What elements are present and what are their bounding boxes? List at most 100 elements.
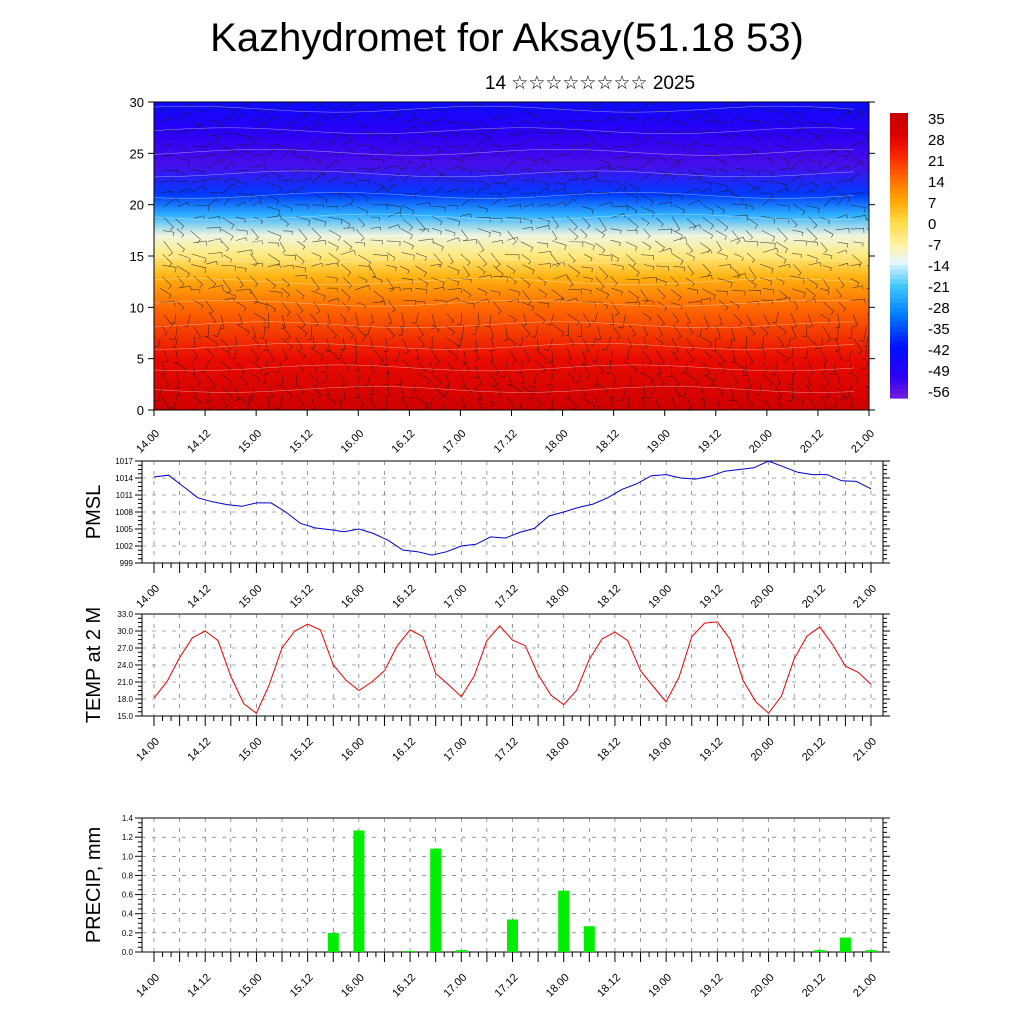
wind-barb [208,198,219,207]
x-tick-label: 15.12 [288,736,316,764]
wind-barb [523,157,538,167]
wind-barb [191,179,206,185]
wind-barb [221,265,236,271]
wind-barb [311,227,322,241]
wind-barb [538,218,550,225]
wind-barb [732,273,747,278]
wind-barb [612,180,627,192]
wind-barb [685,242,694,254]
wind-barb [775,188,790,194]
wind-barb [312,168,326,178]
wind-barb [522,218,533,224]
wind-barb [822,362,827,373]
wind-barb [432,206,446,212]
wind-barb [460,253,471,266]
wind-barb [267,349,275,364]
wind-barb [672,312,679,324]
wind-barb [162,230,175,237]
wind-barb [386,204,402,212]
wind-barb [312,384,322,399]
wind-barb [700,242,711,254]
colorbar-swatch [890,312,908,318]
wind-barb [655,139,670,145]
wind-barb [417,361,427,374]
wind-barb [610,276,618,287]
wind-barb [250,193,262,202]
wind-barb [553,182,566,189]
wind-barb [731,266,741,279]
wind-barb [491,230,501,237]
wind-barb [703,409,704,410]
isoline [154,299,855,307]
wind-barb [490,252,501,268]
wind-barb [355,360,360,372]
colorbar-swatch [890,146,908,152]
isoline [154,127,855,134]
wind-barb [745,120,760,126]
wind-barb [386,112,403,121]
wind-barb [838,301,846,312]
wind-barb [733,167,744,172]
wind-barb [357,395,365,408]
wind-barb [235,113,245,121]
x-tick-label: 21.00 [849,428,877,456]
wind-barb [432,168,442,177]
colorbar-swatch [890,355,908,361]
wind-barb [609,313,615,326]
wind-barb [161,396,170,410]
wind-barb [236,324,250,337]
wind-barb [408,384,416,399]
wind-barb [702,373,714,385]
wind-barb [445,229,456,237]
wind-barb [430,145,441,152]
wind-barb [433,286,445,291]
wind-barb [792,137,803,147]
wind-barb [568,362,577,372]
wind-barb [415,201,431,208]
wind-barb [610,228,622,235]
isoline [154,278,855,285]
wind-barb [311,362,318,372]
wind-barb [763,361,768,372]
wind-barb [803,347,808,359]
wind-barb [671,397,677,410]
wind-barb [205,141,219,147]
x-tick-label: 16.12 [390,972,418,1000]
wind-barb [595,362,604,374]
wind-barb [447,204,458,210]
wind-barb [553,274,569,280]
wind-barb [520,120,531,127]
wind-barb [163,240,174,257]
wind-barb [792,110,803,119]
wind-barb [748,289,761,295]
wind-barb [817,337,823,349]
wind-barb [190,361,196,375]
wind-barb [536,349,549,365]
wind-barb [595,227,606,239]
wind-barb [553,153,564,158]
wind-barb [403,139,417,146]
wind-barb [832,398,837,409]
wind-barb [401,409,403,410]
wind-barb [477,228,491,238]
wind-barb [370,216,380,221]
wind-barb [550,143,561,148]
wind-barb [474,386,483,402]
wind-barb [670,157,680,167]
wind-barb [793,204,806,216]
wind-barb [177,409,179,410]
wind-barb [177,276,185,288]
colorbar-swatch [890,155,908,162]
wind-barb [791,253,802,258]
wind-barb [369,166,381,171]
wind-barb [281,385,293,401]
wind-barb [742,336,747,349]
wind-barb [537,157,549,166]
wind-barb [416,409,418,410]
x-tick-label: 21.00 [851,736,879,764]
wind-barb [793,240,807,246]
wind-barb [357,144,372,150]
wind-barb [551,254,560,268]
wind-barb [657,172,672,184]
wind-barb [537,242,549,248]
